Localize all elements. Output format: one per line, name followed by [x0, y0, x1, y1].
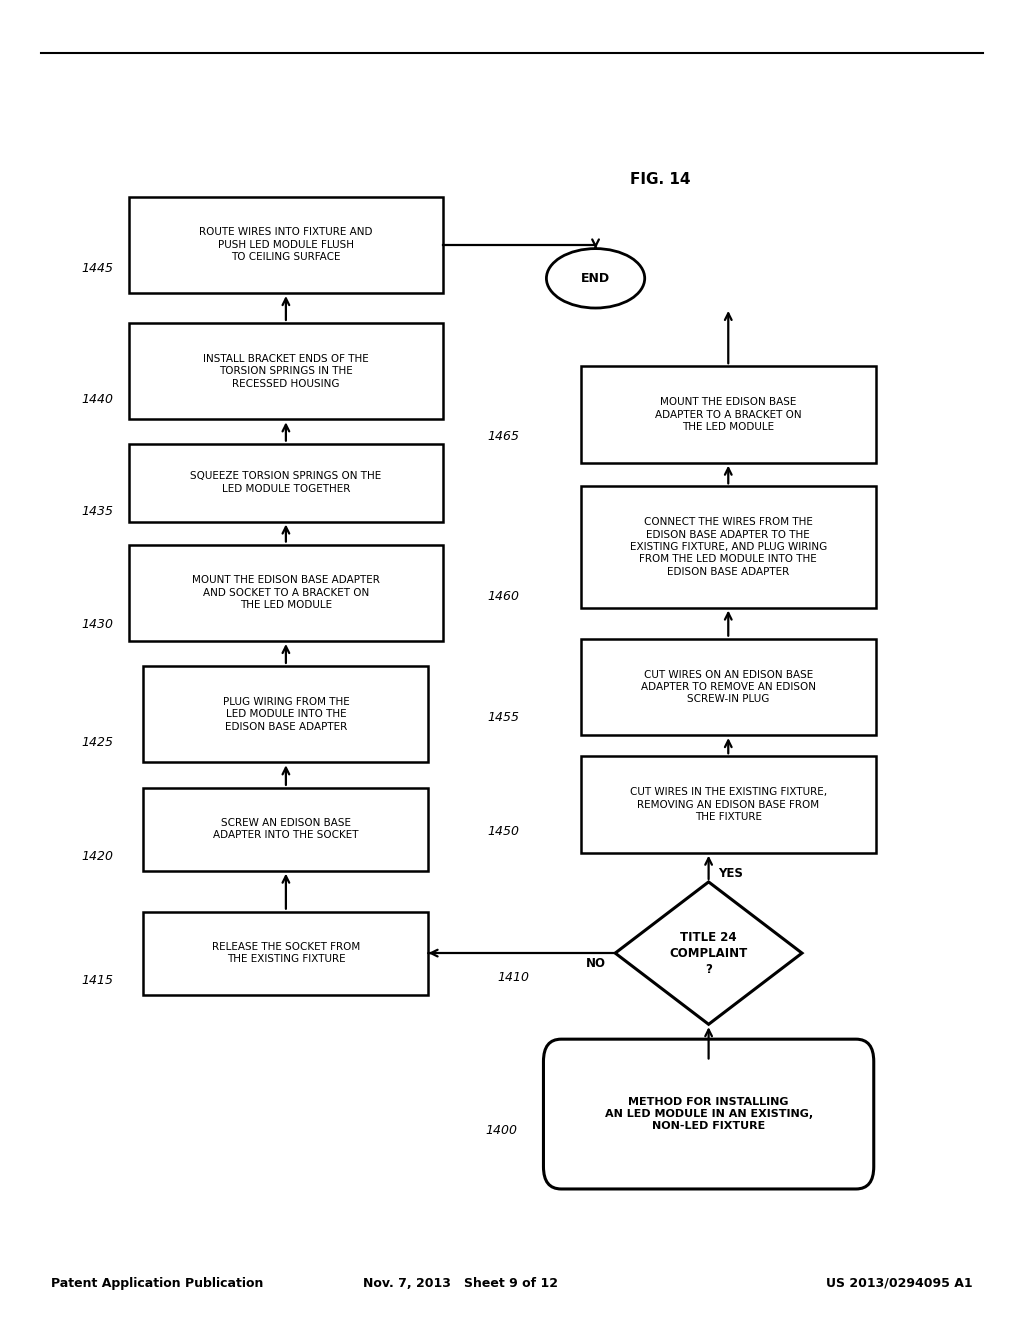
Text: 1415: 1415	[82, 974, 114, 987]
Text: 1435: 1435	[82, 504, 114, 517]
Text: TITLE 24
COMPLAINT
?: TITLE 24 COMPLAINT ?	[670, 931, 748, 975]
Text: MOUNT THE EDISON BASE ADAPTER
AND SOCKET TO A BRACKET ON
THE LED MODULE: MOUNT THE EDISON BASE ADAPTER AND SOCKET…	[191, 576, 380, 610]
Text: ROUTE WIRES INTO FIXTURE AND
PUSH LED MODULE FLUSH
TO CEILING SURFACE: ROUTE WIRES INTO FIXTURE AND PUSH LED MO…	[199, 227, 373, 263]
FancyBboxPatch shape	[129, 197, 443, 293]
FancyBboxPatch shape	[581, 486, 876, 607]
FancyBboxPatch shape	[581, 639, 876, 735]
Text: 1425: 1425	[82, 737, 114, 750]
FancyBboxPatch shape	[143, 788, 428, 871]
Text: INSTALL BRACKET ENDS OF THE
TORSION SPRINGS IN THE
RECESSED HOUSING: INSTALL BRACKET ENDS OF THE TORSION SPRI…	[203, 354, 369, 388]
Text: 1410: 1410	[498, 972, 529, 985]
Text: 1455: 1455	[487, 711, 520, 725]
Text: US 2013/0294095 A1: US 2013/0294095 A1	[826, 1276, 973, 1290]
FancyBboxPatch shape	[143, 912, 428, 994]
Text: CUT WIRES ON AN EDISON BASE
ADAPTER TO REMOVE AN EDISON
SCREW-IN PLUG: CUT WIRES ON AN EDISON BASE ADAPTER TO R…	[641, 669, 816, 705]
Text: 1400: 1400	[485, 1123, 517, 1137]
FancyBboxPatch shape	[129, 323, 443, 420]
Text: END: END	[581, 272, 610, 285]
Text: METHOD FOR INSTALLING
AN LED MODULE IN AN EXISTING,
NON-LED FIXTURE: METHOD FOR INSTALLING AN LED MODULE IN A…	[604, 1097, 813, 1131]
FancyBboxPatch shape	[581, 756, 876, 853]
Text: YES: YES	[719, 867, 743, 880]
Text: MOUNT THE EDISON BASE
ADAPTER TO A BRACKET ON
THE LED MODULE: MOUNT THE EDISON BASE ADAPTER TO A BRACK…	[655, 397, 802, 432]
FancyBboxPatch shape	[129, 545, 443, 642]
Text: RELEASE THE SOCKET FROM
THE EXISTING FIXTURE: RELEASE THE SOCKET FROM THE EXISTING FIX…	[212, 942, 360, 965]
Polygon shape	[615, 882, 802, 1024]
Text: 1445: 1445	[82, 261, 114, 275]
FancyBboxPatch shape	[544, 1039, 873, 1189]
Text: Nov. 7, 2013   Sheet 9 of 12: Nov. 7, 2013 Sheet 9 of 12	[364, 1276, 558, 1290]
Text: 1460: 1460	[487, 590, 520, 603]
Ellipse shape	[547, 248, 645, 308]
Text: CUT WIRES IN THE EXISTING FIXTURE,
REMOVING AN EDISON BASE FROM
THE FIXTURE: CUT WIRES IN THE EXISTING FIXTURE, REMOV…	[630, 787, 826, 822]
FancyBboxPatch shape	[129, 444, 443, 521]
Text: 1440: 1440	[82, 393, 114, 407]
Text: 1465: 1465	[487, 430, 520, 444]
Text: NO: NO	[586, 957, 605, 969]
Text: SQUEEZE TORSION SPRINGS ON THE
LED MODULE TOGETHER: SQUEEZE TORSION SPRINGS ON THE LED MODUL…	[190, 471, 382, 494]
FancyBboxPatch shape	[581, 366, 876, 463]
Text: Patent Application Publication: Patent Application Publication	[51, 1276, 263, 1290]
Text: PLUG WIRING FROM THE
LED MODULE INTO THE
EDISON BASE ADAPTER: PLUG WIRING FROM THE LED MODULE INTO THE…	[222, 697, 349, 731]
Text: FIG. 14: FIG. 14	[630, 172, 690, 186]
Text: 1420: 1420	[82, 850, 114, 863]
Text: CONNECT THE WIRES FROM THE
EDISON BASE ADAPTER TO THE
EXISTING FIXTURE, AND PLUG: CONNECT THE WIRES FROM THE EDISON BASE A…	[630, 517, 827, 577]
Text: 1450: 1450	[487, 825, 520, 838]
FancyBboxPatch shape	[143, 665, 428, 763]
Text: SCREW AN EDISON BASE
ADAPTER INTO THE SOCKET: SCREW AN EDISON BASE ADAPTER INTO THE SO…	[213, 818, 358, 841]
Text: 1430: 1430	[82, 619, 114, 631]
